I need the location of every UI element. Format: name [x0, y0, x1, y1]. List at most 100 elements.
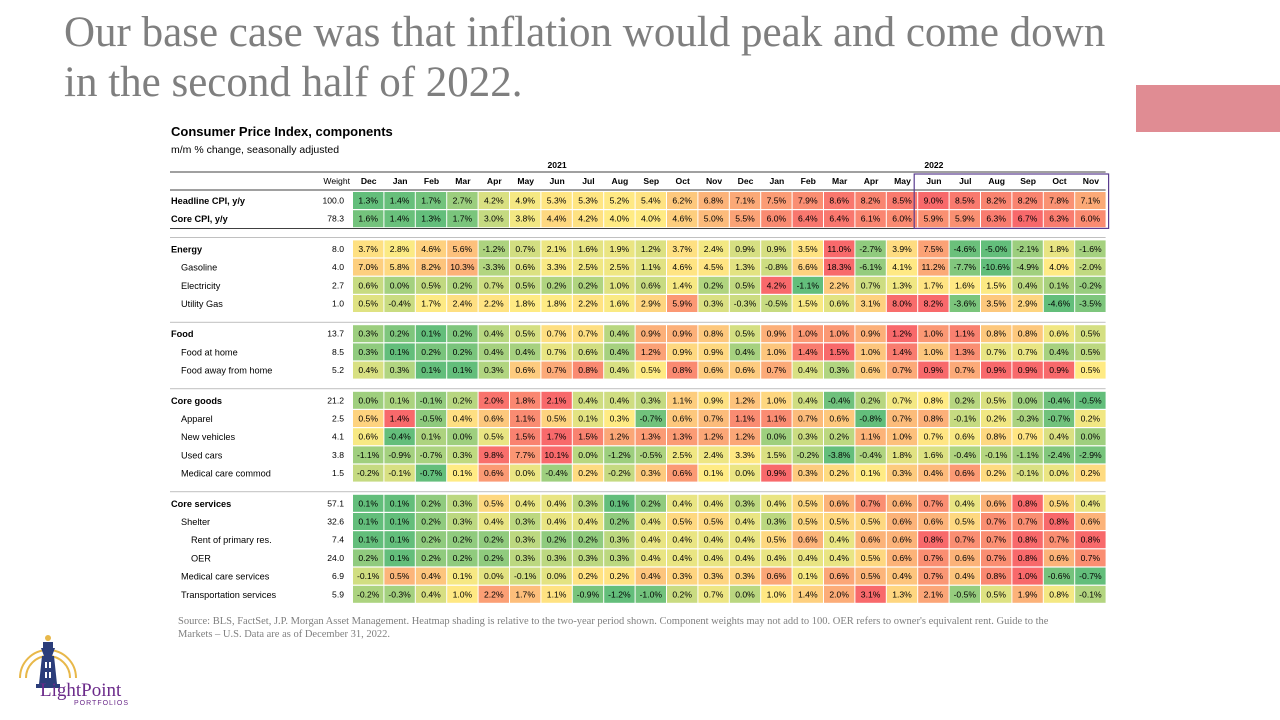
cell-value: 0.4%	[358, 365, 378, 375]
lighthouse-logo-icon	[19, 635, 77, 688]
heat-cell	[886, 531, 918, 549]
cell-value: 5.3%	[578, 196, 598, 206]
heat-cell	[981, 325, 1012, 343]
heat-cell	[792, 513, 823, 530]
cell-value: 5.8%	[390, 262, 410, 272]
heat-cell	[635, 240, 666, 258]
heat-cell	[698, 361, 729, 379]
heat-cell	[572, 567, 604, 585]
heat-cell	[1043, 464, 1075, 482]
heat-cell	[761, 531, 792, 549]
cell-value: 1.4%	[892, 347, 912, 357]
heat-cell	[855, 446, 886, 464]
cell-value: 0.2%	[610, 517, 630, 527]
heat-cell	[510, 240, 541, 258]
cell-value: 0.9%	[1049, 365, 1069, 375]
heat-cell	[635, 585, 666, 603]
heat-cell	[761, 276, 792, 294]
heat-cell	[510, 567, 541, 585]
heat-cell	[635, 549, 666, 567]
heat-cell	[353, 410, 384, 427]
heat-cell	[572, 464, 604, 482]
cell-value: 0.3%	[735, 498, 755, 508]
heat-cell	[1012, 391, 1043, 409]
heat-cell	[761, 192, 792, 209]
heat-cell	[604, 192, 635, 209]
cell-value: 1.7%	[421, 196, 441, 206]
cell-value: 0.7%	[547, 329, 567, 339]
heat-cell	[353, 276, 384, 294]
heat-cell	[918, 258, 949, 276]
heat-cell	[478, 494, 509, 512]
heat-cell	[415, 295, 447, 312]
month-label: Nov	[706, 176, 722, 186]
cell-value: 0.9%	[672, 347, 692, 357]
cell-value: 0.7%	[1018, 347, 1038, 357]
heat-cell	[667, 494, 698, 512]
cell-value: 0.2%	[453, 280, 473, 290]
heat-cell	[886, 585, 918, 603]
heat-cell	[541, 343, 572, 361]
cell-value: 1.3%	[892, 280, 912, 290]
cell-value: 0.6%	[767, 571, 787, 581]
heat-cell	[824, 494, 855, 512]
heat-cell	[886, 295, 918, 312]
heat-cell	[981, 531, 1012, 549]
heat-cell	[855, 513, 886, 530]
cell-value: -3.6%	[954, 299, 977, 309]
cell-value: 0.2%	[358, 553, 378, 563]
month-label: Nov	[1083, 176, 1099, 186]
heat-cell	[761, 325, 792, 343]
heat-cell	[981, 343, 1012, 361]
cell-value: 0.5%	[735, 280, 755, 290]
heat-cell	[698, 410, 729, 427]
cell-value: 5.0%	[704, 214, 724, 224]
heat-cell	[949, 210, 980, 228]
heat-cell	[855, 428, 886, 446]
cell-value: 0.7%	[861, 280, 881, 290]
heat-cell	[447, 325, 478, 343]
heat-cell	[949, 240, 980, 258]
heat-cell	[1012, 325, 1043, 343]
cell-value: 0.8%	[672, 365, 692, 375]
cell-value: 1.6%	[358, 214, 378, 224]
cell-value: 2.4%	[704, 450, 724, 460]
chart-title: Consumer Price Index, components	[171, 124, 393, 139]
row-weight: 5.2	[332, 365, 344, 375]
cell-value: 0.7%	[924, 553, 944, 563]
heat-cell	[447, 240, 478, 258]
cell-value: 0.4%	[704, 553, 724, 563]
cell-value: -0.4%	[828, 395, 851, 405]
cell-value: 0.0%	[1049, 468, 1069, 478]
cell-value: 2.7%	[453, 196, 473, 206]
heat-cell	[384, 210, 415, 228]
heat-cell	[886, 240, 918, 258]
heat-cell	[447, 276, 478, 294]
cell-value: 1.1%	[515, 414, 535, 424]
heat-cell	[1075, 276, 1106, 294]
heat-cell	[415, 276, 447, 294]
cell-value: 3.1%	[861, 299, 881, 309]
cell-value: 1.1%	[641, 262, 661, 272]
cell-value: 3.1%	[861, 589, 881, 599]
heat-cell	[572, 343, 604, 361]
heat-cell	[353, 494, 384, 512]
heat-cell	[761, 361, 792, 379]
cell-value: 0.6%	[861, 365, 881, 375]
heat-cell	[415, 325, 447, 343]
cell-value: 6.2%	[672, 196, 692, 206]
cell-value: 0.4%	[829, 553, 849, 563]
cell-value: 0.8%	[1049, 589, 1069, 599]
heat-cell	[604, 276, 635, 294]
cell-value: 0.7%	[924, 571, 944, 581]
heat-cell	[384, 464, 415, 482]
cell-value: 0.6%	[829, 498, 849, 508]
heat-cell	[541, 258, 572, 276]
heat-cell	[1012, 276, 1043, 294]
heat-cell	[698, 585, 729, 603]
heat-cell	[981, 410, 1012, 427]
heat-cell	[855, 494, 886, 512]
heat-cell	[384, 549, 415, 567]
heat-cell	[1075, 192, 1106, 209]
cell-value: 5.9%	[955, 214, 975, 224]
